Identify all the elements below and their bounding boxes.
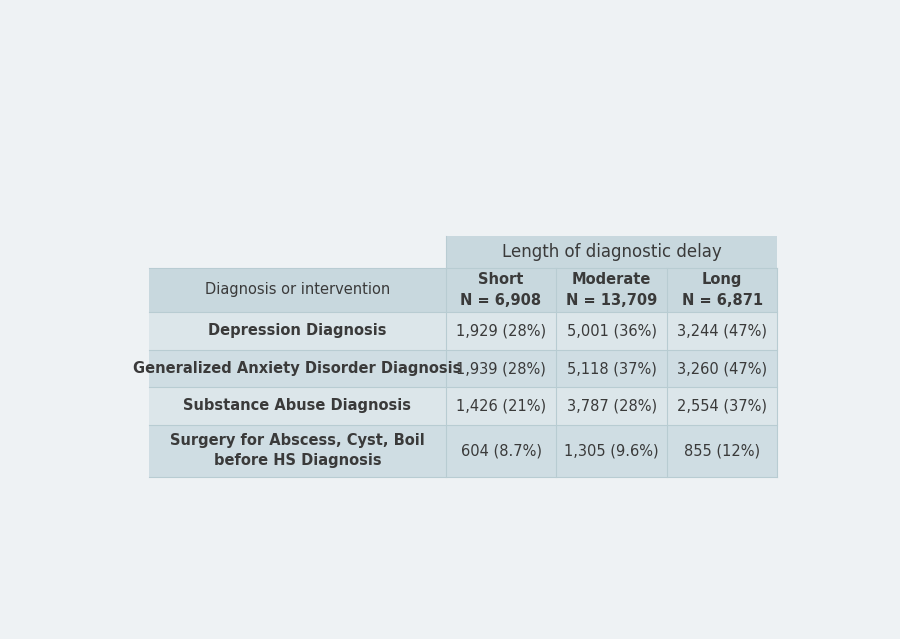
Text: 1,305 (9.6%): 1,305 (9.6%) — [564, 443, 659, 458]
Bar — [556, 387, 667, 425]
Text: Surgery for Abscess, Cyst, Boil
before HS Diagnosis: Surgery for Abscess, Cyst, Boil before H… — [170, 433, 425, 468]
Bar — [556, 268, 667, 312]
Text: Depression Diagnosis: Depression Diagnosis — [208, 323, 387, 338]
Bar — [148, 387, 445, 425]
Bar — [148, 268, 445, 312]
Text: Moderate
N = 13,709: Moderate N = 13,709 — [566, 272, 657, 307]
Bar — [556, 350, 667, 387]
Text: Generalized Anxiety Disorder Diagnosis: Generalized Anxiety Disorder Diagnosis — [133, 361, 462, 376]
Bar — [667, 312, 778, 350]
Text: 3,244 (47%): 3,244 (47%) — [677, 323, 767, 338]
Bar — [148, 312, 445, 350]
Text: Short
N = 6,908: Short N = 6,908 — [461, 272, 542, 307]
Text: 1,939 (28%): 1,939 (28%) — [456, 361, 546, 376]
Bar — [148, 236, 445, 268]
Bar — [667, 387, 778, 425]
Bar — [446, 312, 556, 350]
Text: 5,001 (36%): 5,001 (36%) — [567, 323, 657, 338]
Text: Length of diagnostic delay: Length of diagnostic delay — [501, 243, 722, 261]
Text: Substance Abuse Diagnosis: Substance Abuse Diagnosis — [184, 398, 411, 413]
Text: Long
N = 6,871: Long N = 6,871 — [681, 272, 762, 307]
Text: 1,929 (28%): 1,929 (28%) — [456, 323, 546, 338]
Text: 2,554 (37%): 2,554 (37%) — [677, 398, 767, 413]
Bar — [446, 350, 556, 387]
Bar — [556, 312, 667, 350]
Text: Diagnosis or intervention: Diagnosis or intervention — [204, 282, 390, 297]
Text: 855 (12%): 855 (12%) — [684, 443, 760, 458]
Text: 1,426 (21%): 1,426 (21%) — [456, 398, 546, 413]
Bar — [446, 268, 556, 312]
Text: 5,118 (37%): 5,118 (37%) — [567, 361, 656, 376]
Bar — [667, 350, 778, 387]
Bar — [148, 350, 445, 387]
Text: 3,260 (47%): 3,260 (47%) — [677, 361, 767, 376]
Text: 604 (8.7%): 604 (8.7%) — [461, 443, 542, 458]
Bar — [446, 387, 556, 425]
Bar — [446, 236, 778, 268]
Text: 3,787 (28%): 3,787 (28%) — [566, 398, 657, 413]
Bar — [667, 268, 778, 312]
